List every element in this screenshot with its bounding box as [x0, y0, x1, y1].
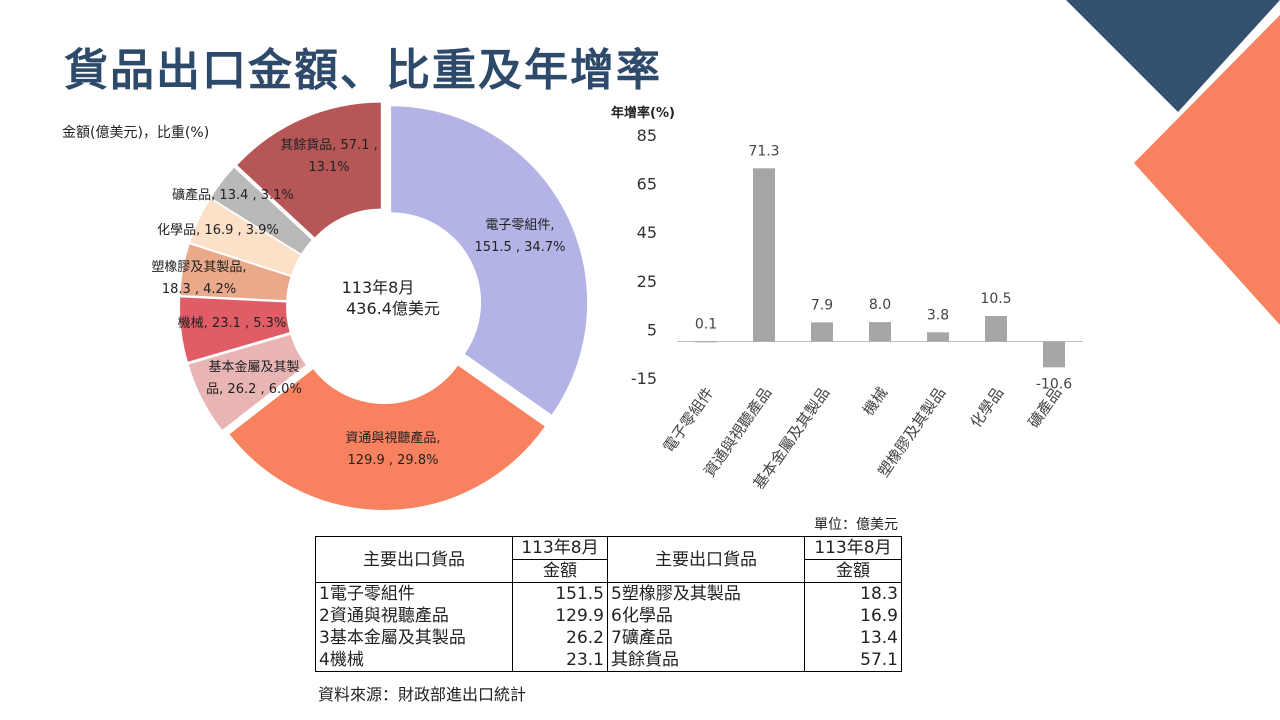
table-right-item: 7礦產品	[607, 627, 805, 649]
bar-value-label: 7.9	[811, 297, 833, 313]
donut-slice	[180, 297, 290, 362]
y-tick-label: 65	[637, 175, 657, 194]
table-unit: 單位：億美元	[814, 517, 898, 533]
table-right-value: 13.4	[804, 627, 902, 649]
donut-slice	[237, 102, 381, 238]
donut-slice	[190, 199, 301, 275]
coral-diamond-decoration	[1134, 15, 1280, 325]
donut-center-total: 436.4億美元	[346, 299, 440, 318]
growth-bar	[695, 341, 717, 343]
donut-slice	[188, 334, 306, 430]
donut-slice-label: 電子零組件,	[485, 218, 554, 233]
table-left-value: 23.1	[512, 649, 608, 672]
table-left-item: 1電子零組件	[315, 582, 513, 605]
table-right-item: 5塑橡膠及其製品	[607, 582, 805, 605]
donut-slice-label: 129.9 , 29.8%	[348, 453, 439, 468]
table-right-value: 57.1	[804, 649, 902, 672]
x-category-label: 電子零組件	[660, 384, 718, 456]
growth-bar	[753, 168, 775, 342]
y-tick-label: 5	[647, 320, 657, 339]
donut-slice-label: 礦產品, 13.4 , 3.1%	[172, 187, 294, 203]
donut-slice	[211, 167, 312, 254]
navy-triangle-decoration	[1066, 0, 1280, 112]
x-category-label: 化學品	[967, 384, 1008, 431]
bar-value-label: 8.0	[869, 297, 891, 313]
donut-slice-label: 18.3 , 4.2%	[162, 282, 236, 297]
donut-label-note: 金額(億美元)，比重(%)	[62, 125, 209, 141]
donut-slice-label: 13.1%	[308, 160, 349, 175]
table-left-value: 129.9	[512, 605, 608, 627]
data-source-note: 資料來源：財政部進出口統計	[318, 685, 527, 704]
table-right-value: 18.3	[804, 582, 902, 605]
growth-bar	[1043, 341, 1065, 368]
y-tick-label: -15	[631, 369, 657, 388]
donut-slice-label: 化學品, 16.9 , 3.9%	[157, 223, 279, 238]
x-category-label: 礦產品	[1025, 384, 1066, 431]
table-left-item: 4機械	[315, 649, 513, 672]
growth-bar	[927, 332, 949, 342]
table-header-period-right: 113年8月	[804, 536, 902, 560]
y-tick-label: 25	[637, 272, 657, 291]
growth-bar	[869, 322, 891, 342]
table-header-item-left: 主要出口貨品	[315, 536, 513, 583]
table-left-item: 2資通與視聽產品	[315, 605, 513, 627]
donut-slice-label: 機械, 23.1 , 5.3%	[178, 316, 287, 331]
donut-slice-label: 其餘貨品, 57.1 ,	[280, 137, 377, 153]
donut-slice-label: 資通與視聽產品,	[345, 430, 440, 446]
donut-slice-label: 品, 26.2 , 6.0%	[206, 382, 302, 397]
bar-value-label: 0.1	[695, 316, 717, 332]
table-right-item: 6化學品	[607, 605, 805, 627]
donut-slice	[229, 365, 545, 510]
bar-y-axis-label: 年增率(%)	[611, 105, 675, 121]
table-header-item-right: 主要出口貨品	[607, 536, 805, 583]
y-tick-label: 85	[637, 126, 657, 145]
table-header-amount-right: 金額	[804, 559, 902, 583]
donut-slice-label: 151.5 , 34.7%	[475, 240, 566, 255]
donut-slice	[391, 106, 588, 415]
donut-slice	[180, 244, 291, 301]
bar-value-label: 10.5	[980, 291, 1011, 307]
x-category-label: 機械	[859, 384, 891, 419]
table-left-value: 26.2	[512, 627, 608, 649]
table-left-value: 151.5	[512, 582, 608, 605]
growth-bar	[811, 322, 833, 342]
table-header-period-left: 113年8月	[512, 536, 608, 560]
donut-slice-label: 塑橡膠及其製品,	[151, 260, 246, 275]
y-tick-label: 45	[637, 223, 657, 242]
table-right-value: 16.9	[804, 605, 902, 627]
table-right-item: 其餘貨品	[607, 649, 805, 672]
page-title: 貨品出口金額、比重及年增率	[64, 45, 662, 96]
donut-center-period: 113年8月	[342, 278, 415, 297]
table-header-amount-left: 金額	[512, 559, 608, 583]
bar-value-label: 3.8	[927, 307, 949, 323]
bar-value-label: 71.3	[748, 143, 779, 159]
growth-bar	[985, 316, 1007, 342]
donut-slice-label: 基本金屬及其製	[208, 359, 299, 375]
table-left-item: 3基本金屬及其製品	[315, 627, 513, 649]
bar-value-label: -10.6	[1036, 376, 1072, 392]
export-data-table: 主要出口貨品 113年8月 主要出口貨品 113年8月 金額 金額 1電子零組件…	[315, 536, 902, 672]
